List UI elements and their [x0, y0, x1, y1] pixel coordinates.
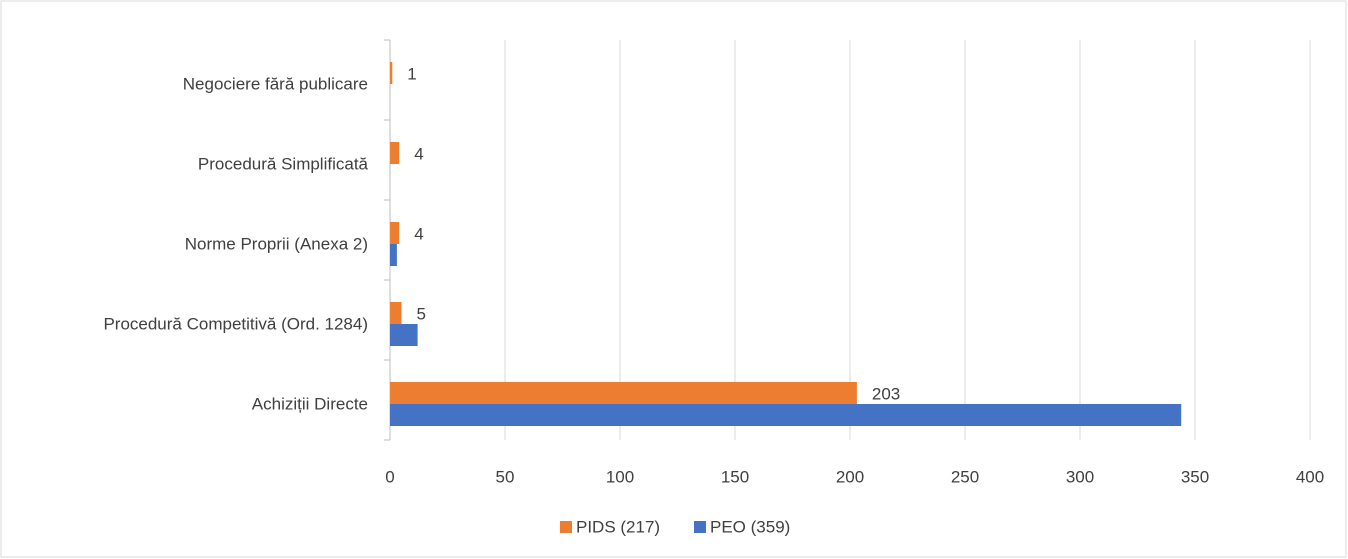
bar — [390, 222, 400, 244]
x-tick-label: 400 — [1296, 467, 1324, 486]
data-label: 5 — [417, 304, 426, 323]
x-tick-label: 150 — [721, 467, 749, 486]
legend-label: PEO (359) — [710, 517, 790, 536]
y-tick-label: Negociere fără publicare — [183, 74, 368, 93]
data-label: 203 — [872, 384, 900, 403]
y-tick-label: Procedură Competitivă (Ord. 1284) — [103, 314, 368, 333]
data-label: 1 — [407, 64, 416, 83]
x-tick-label: 100 — [606, 467, 634, 486]
x-tick-label: 50 — [496, 467, 515, 486]
bar — [390, 302, 402, 324]
bar — [390, 324, 418, 346]
bar — [390, 62, 393, 84]
legend-swatch — [560, 521, 572, 533]
y-tick-label: Achiziții Directe — [252, 394, 368, 413]
legend-swatch — [694, 521, 706, 533]
data-label: 4 — [414, 144, 423, 163]
bar — [390, 244, 397, 266]
y-tick-label: Procedură Simplificată — [198, 154, 369, 173]
x-tick-label: 300 — [1066, 467, 1094, 486]
legend-label: PIDS (217) — [576, 517, 660, 536]
x-tick-label: 350 — [1181, 467, 1209, 486]
bar — [390, 382, 857, 404]
y-tick-label: Norme Proprii (Anexa 2) — [185, 234, 368, 253]
x-tick-label: 0 — [385, 467, 394, 486]
bar — [390, 142, 400, 164]
x-tick-label: 200 — [836, 467, 864, 486]
x-tick-label: 250 — [951, 467, 979, 486]
bar — [390, 404, 1182, 426]
data-label: 4 — [414, 224, 423, 243]
